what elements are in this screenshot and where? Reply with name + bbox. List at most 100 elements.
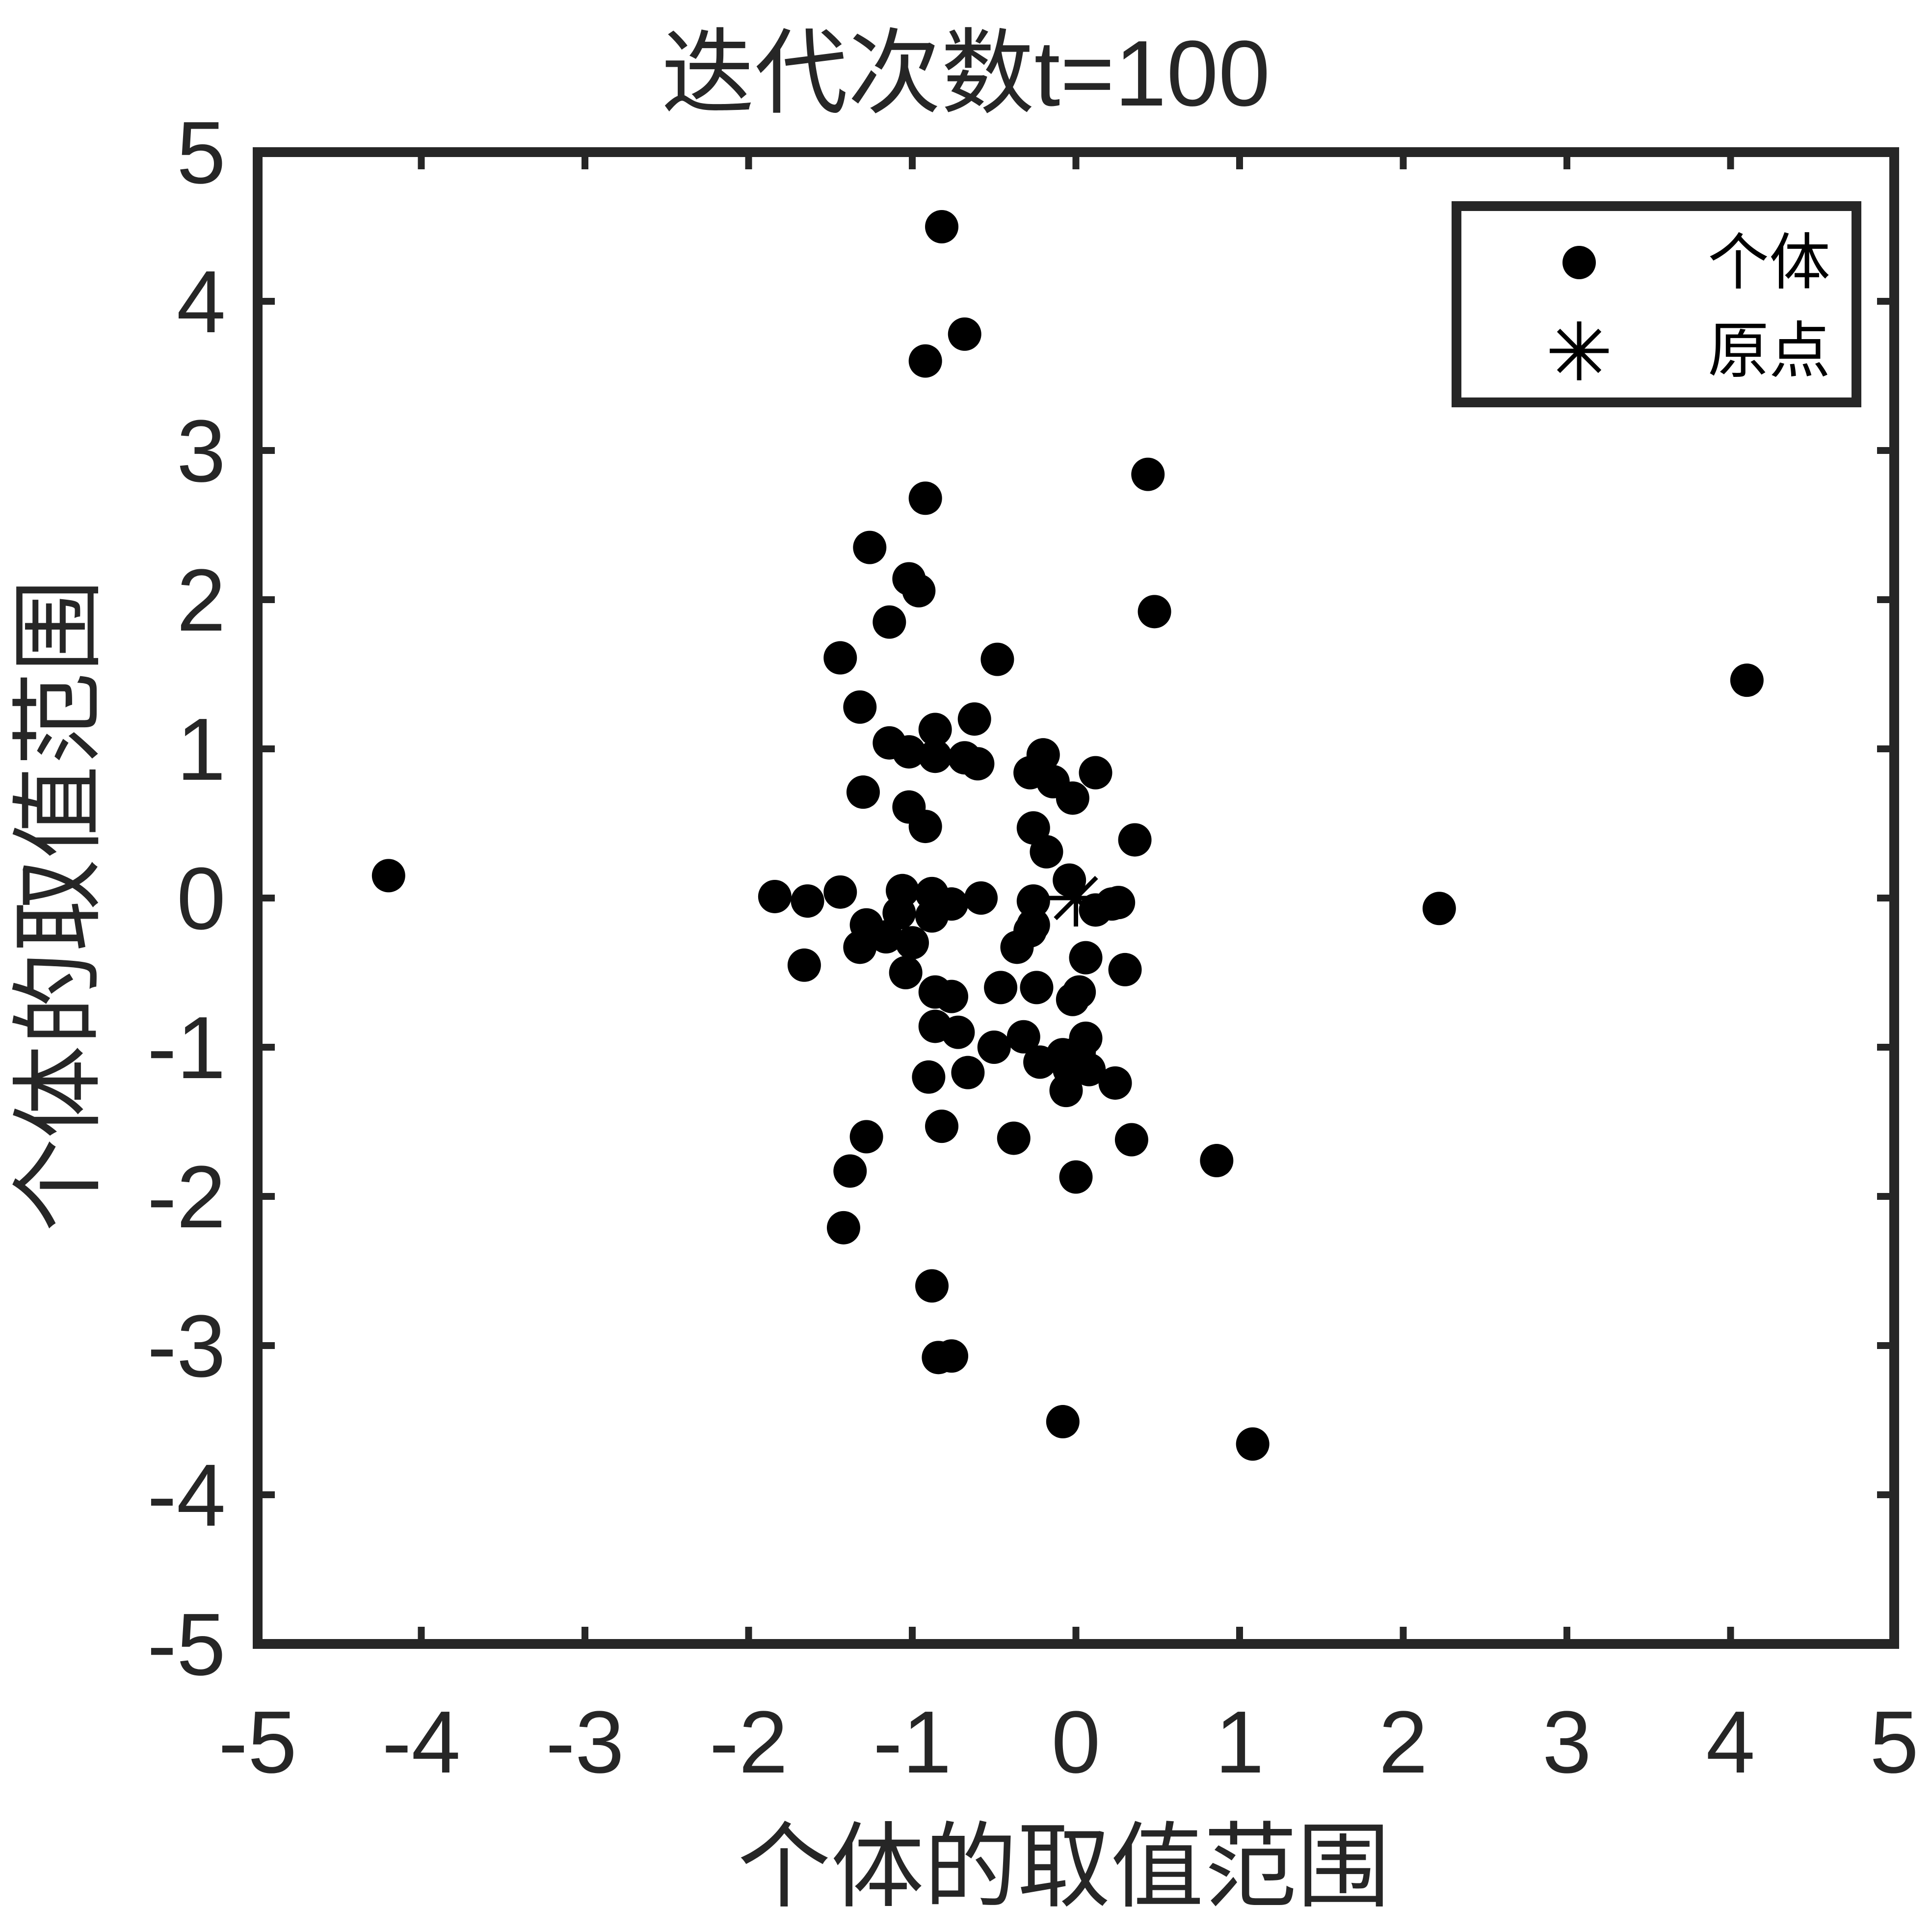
individual-point [843, 930, 877, 964]
y-tick-label: -3 [147, 1297, 226, 1396]
origin-marker-layer [1047, 870, 1105, 926]
legend-label-origin: 原点 [1708, 316, 1830, 387]
individual-point [892, 735, 926, 769]
x-tick-label: 1 [1215, 1693, 1264, 1792]
x-tick-label: 0 [1051, 1693, 1100, 1792]
individual-point [1016, 884, 1050, 918]
x-tick-label: 2 [1378, 1693, 1428, 1792]
individual-point [908, 344, 942, 378]
y-tick-label: 2 [177, 551, 226, 650]
individual-point [896, 926, 929, 960]
individual-point [1079, 756, 1112, 790]
individual-point [1069, 941, 1103, 975]
individual-point [984, 971, 1018, 1005]
individual-point [1098, 1066, 1132, 1100]
individual-point [918, 740, 952, 773]
y-axis-label: 个体的取值范围 [4, 579, 113, 1232]
plot-frame [253, 147, 1899, 1649]
individual-point [787, 948, 821, 982]
individual-point [1006, 1020, 1040, 1054]
legend: 个体 原点 [1452, 201, 1861, 407]
individual-point [925, 1110, 959, 1143]
x-axis-label: 个体的取值范围 [738, 1813, 1390, 1921]
individual-point [1236, 1427, 1270, 1461]
individual-point [1118, 823, 1152, 857]
individual-point [758, 879, 792, 913]
individual-point [951, 1056, 985, 1089]
x-tick-label: -1 [873, 1693, 952, 1792]
individual-point [1108, 953, 1142, 986]
x-tick-label: -5 [218, 1693, 297, 1792]
individual-point [826, 1211, 860, 1244]
individual-point [977, 1031, 1011, 1064]
individual-point [1102, 886, 1136, 920]
individual-point [849, 1120, 883, 1154]
individual-point [964, 881, 998, 915]
individual-point [873, 605, 906, 639]
origin-point [1047, 870, 1105, 926]
individual-point [1730, 663, 1764, 697]
x-axis-tick-labels: -5 -4 -3 -2 -1 0 1 2 3 4 5 [218, 1693, 1919, 1792]
individual-point [915, 1269, 949, 1303]
individual-point [1131, 457, 1165, 491]
individual-point [869, 920, 903, 954]
individual-point [925, 210, 959, 243]
individual-point [908, 481, 942, 515]
individual-point [1049, 1074, 1083, 1108]
individual-point [935, 1339, 969, 1373]
y-axis-tick-labels: -5 -4 -3 -2 -1 0 1 2 3 4 5 [147, 104, 226, 1694]
x-tick-label: 5 [1870, 1693, 1919, 1792]
x-tick-label: 4 [1706, 1693, 1755, 1792]
individual-point [371, 859, 405, 893]
individual-point [941, 1015, 975, 1049]
individual-point [791, 884, 824, 918]
y-tick-label: 3 [177, 402, 226, 501]
individual-point [1422, 892, 1456, 926]
individual-point [846, 775, 880, 809]
individual-point [961, 747, 995, 781]
individual-point [1056, 781, 1089, 815]
y-tick-label: 0 [177, 849, 226, 948]
legend-box [1452, 201, 1861, 407]
individual-point [1000, 930, 1034, 964]
individual-point [1138, 595, 1171, 629]
individual-point [1200, 1144, 1234, 1178]
y-tick-label: -4 [147, 1446, 226, 1545]
individual-point [1072, 1053, 1106, 1086]
chart-title: 迭代次数t=100 [662, 22, 1270, 126]
x-tick-label: -3 [546, 1693, 624, 1792]
individual-point [980, 642, 1014, 676]
legend-label-individual: 个体 [1708, 227, 1830, 298]
legend-marker-origin [1550, 321, 1609, 380]
individual-point [902, 574, 936, 608]
y-tick-label: -5 [147, 1595, 226, 1694]
individual-point [1114, 1123, 1148, 1157]
individual-point [918, 713, 952, 746]
individual-point [853, 530, 887, 564]
individual-point [889, 956, 923, 989]
x-tick-label: -4 [382, 1693, 460, 1792]
individual-point [1030, 835, 1063, 869]
individual-point [1059, 1160, 1093, 1194]
individual-point [912, 1060, 946, 1094]
y-tick-label: 1 [177, 700, 226, 799]
individual-point [823, 641, 857, 675]
individual-point [843, 690, 877, 724]
y-tick-label: -1 [147, 999, 226, 1097]
individual-point [823, 875, 857, 909]
individual-points [371, 210, 1764, 1461]
x-tick-label: 3 [1542, 1693, 1591, 1792]
individual-point [935, 979, 969, 1013]
individual-point [915, 899, 949, 933]
individual-point [1056, 982, 1089, 1016]
legend-marker-individual [1562, 246, 1596, 279]
individual-point [957, 702, 991, 736]
y-tick-label: 4 [177, 253, 226, 351]
individual-point [1020, 971, 1054, 1005]
individual-point [948, 317, 981, 351]
individual-point [997, 1121, 1031, 1155]
x-tick-label: -2 [709, 1693, 788, 1792]
y-tick-label: -2 [147, 1148, 226, 1246]
individual-point [908, 810, 942, 844]
